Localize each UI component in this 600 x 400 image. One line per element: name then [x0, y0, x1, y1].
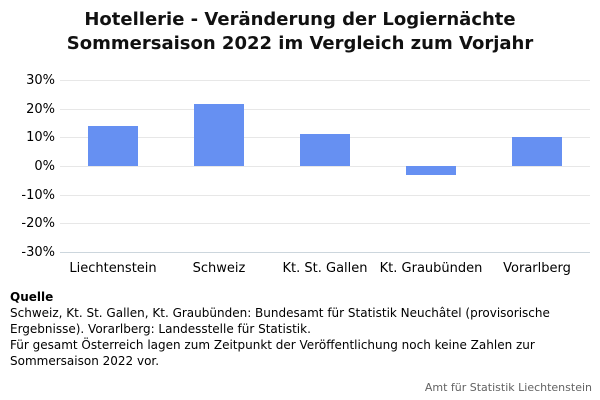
x-tick-label: Kt. St. Gallen [282, 261, 368, 276]
x-tick-label: Schweiz [192, 261, 246, 276]
source-line: Für gesamt Österreich lagen zum Zeitpunk… [10, 338, 535, 352]
bar-vorarlberg [512, 137, 562, 166]
y-tick-label: 30% [26, 73, 55, 88]
bar-liechtenstein [88, 126, 138, 166]
y-tick-label: -20% [21, 216, 55, 231]
y-tick-label: 0% [34, 159, 55, 174]
credit-text: Amt für Statistik Liechtenstein [424, 381, 592, 394]
x-axis-line [60, 252, 590, 253]
chart-title: Hotellerie - Veränderung der Logiernächt… [0, 8, 600, 56]
source-line: Ergebnisse). Vorarlberg: Landesstelle fü… [10, 322, 311, 336]
grid-line [60, 223, 590, 224]
y-tick-label: 20% [26, 102, 55, 117]
chart-title-line2: Sommersaison 2022 im Vergleich zum Vorja… [66, 33, 534, 54]
source-line: Schweiz, Kt. St. Gallen, Kt. Graubünden:… [10, 306, 550, 320]
source-line: Sommersaison 2022 vor. [10, 354, 160, 368]
x-tick-label: Liechtenstein [69, 261, 157, 276]
x-tick-label: Vorarlberg [503, 261, 571, 276]
chart-title-line1: Hotellerie - Veränderung der Logiernächt… [84, 9, 516, 30]
x-tick-label: Kt. Graubünden [379, 261, 483, 276]
grid-line [60, 80, 590, 81]
source-text: Schweiz, Kt. St. Gallen, Kt. Graubünden:… [10, 305, 570, 369]
bar-chart: 30% 20% 10% 0% -10% -20% -30% Liechtenstein Schw… [21, 73, 590, 276]
source-heading: Quelle [10, 290, 54, 304]
grid-line [60, 195, 590, 196]
bar-schweiz [194, 104, 244, 166]
y-tick-label: 10% [26, 130, 55, 145]
bar-kt-graubünden [406, 166, 456, 175]
source-note: Quelle Schweiz, Kt. St. Gallen, Kt. Grau… [10, 289, 570, 369]
y-tick-label: -10% [21, 188, 55, 203]
grid-line [60, 166, 590, 167]
bar-kt-st-gallen [300, 134, 350, 166]
grid-line [60, 109, 590, 110]
y-tick-label: -30% [21, 245, 55, 260]
